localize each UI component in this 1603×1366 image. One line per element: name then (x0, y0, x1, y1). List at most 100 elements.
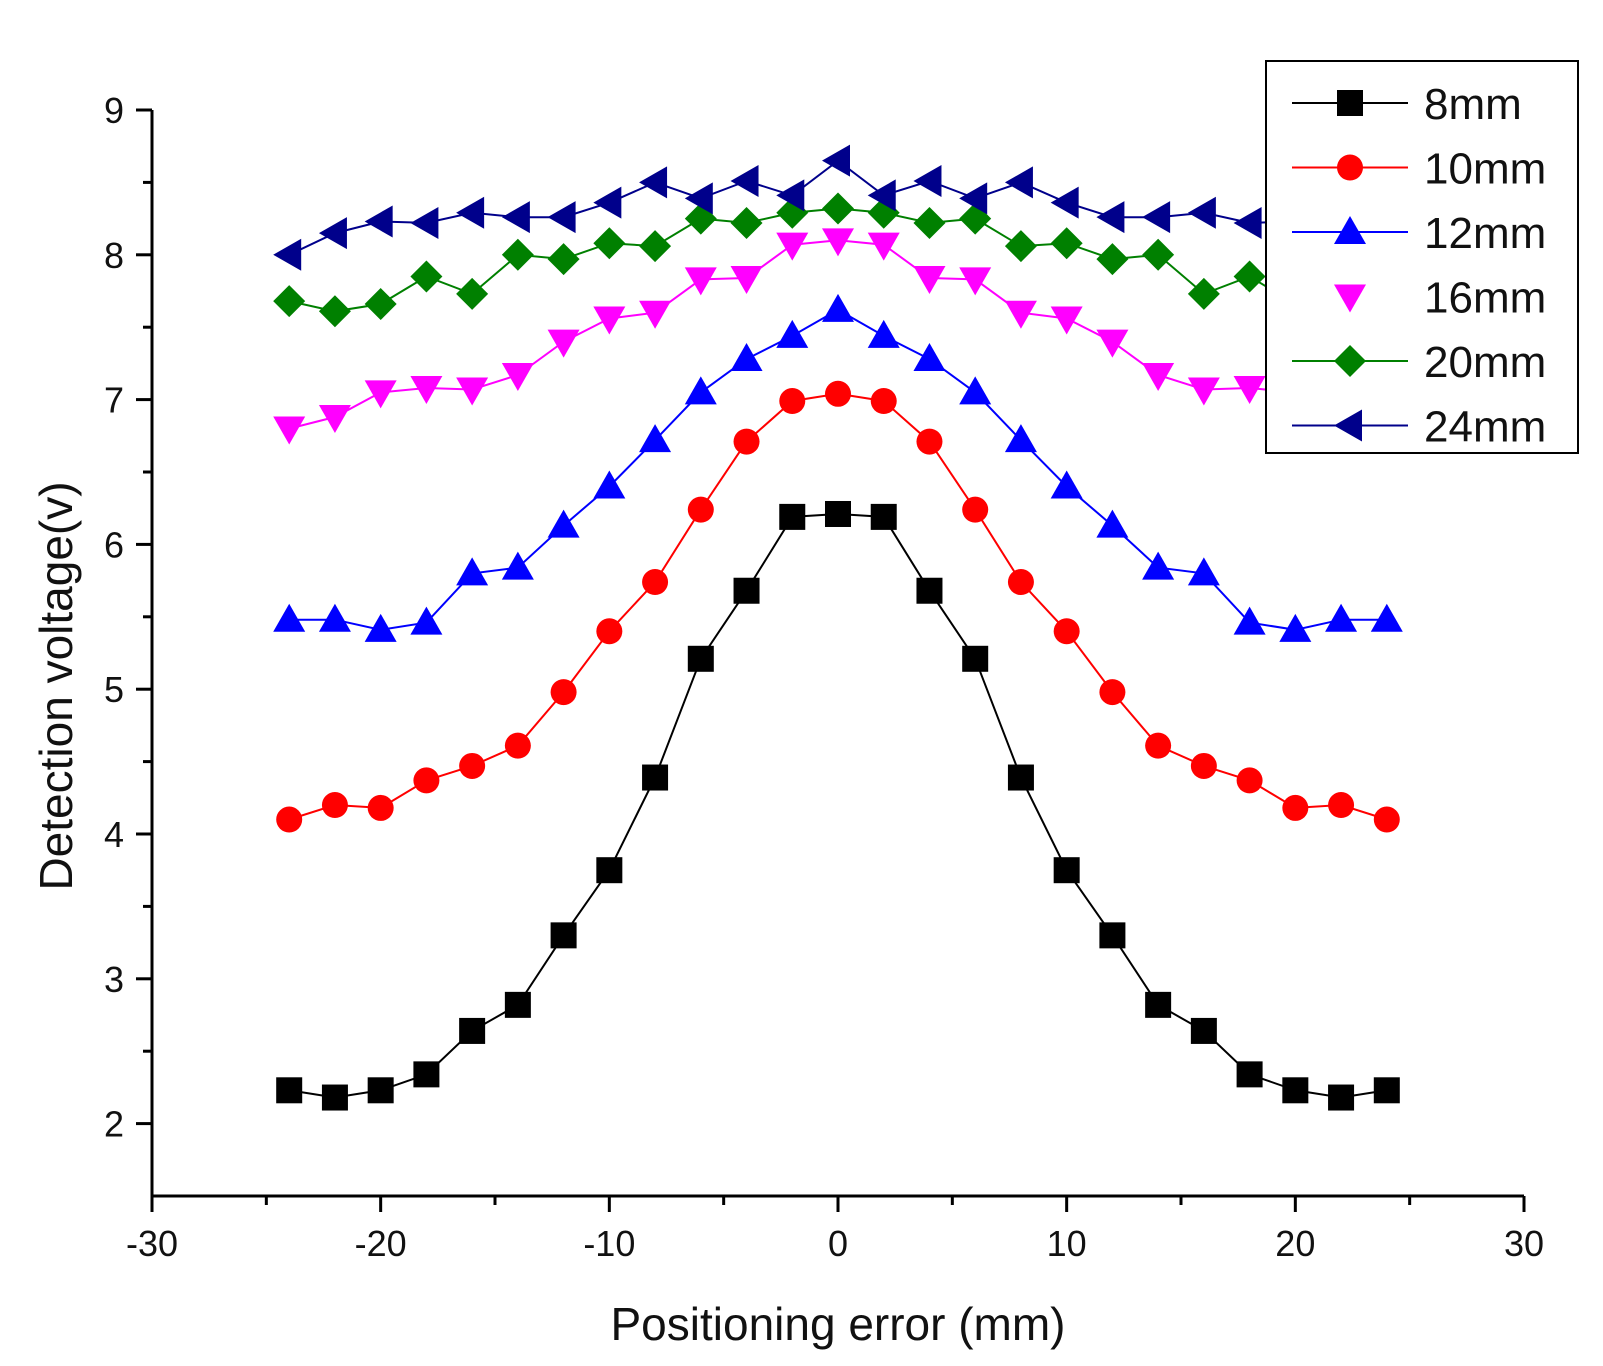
data-point-10mm (1236, 767, 1263, 794)
data-point-16mm (822, 228, 854, 257)
data-point-24mm (318, 217, 347, 250)
data-point-12mm (867, 319, 900, 348)
data-point-20mm (273, 285, 306, 318)
data-point-10mm (1373, 806, 1400, 833)
data-point-24mm (1004, 166, 1033, 199)
data-point-8mm (825, 500, 851, 527)
data-point-12mm (1370, 603, 1403, 632)
series-line-8mm (289, 512, 1387, 1099)
data-point-16mm (684, 267, 717, 296)
legend: 8mm 10mm 12mm 16mm 20mm 24mm (1265, 60, 1579, 454)
legend-marker (1337, 90, 1363, 116)
data-point-20mm (318, 295, 351, 328)
data-point-10mm (642, 569, 669, 596)
data-point-8mm (916, 577, 943, 604)
series-line-12mm (289, 308, 1387, 631)
x-tick-label: 10 (1047, 1223, 1087, 1264)
data-point-24mm (1187, 196, 1216, 229)
data-point-8mm (550, 922, 577, 949)
legend-marker (1334, 216, 1366, 244)
data-point-12mm (1187, 557, 1220, 586)
data-point-24mm (410, 206, 439, 239)
series-16mm (273, 228, 1403, 445)
series-line-10mm (288, 392, 1388, 821)
data-point-8mm (733, 577, 760, 604)
legend-item-16mm: 16mm (1334, 274, 1546, 323)
data-point-16mm (730, 265, 763, 294)
data-point-10mm (550, 679, 577, 706)
data-point-20mm (913, 206, 946, 239)
data-point-8mm (1236, 1061, 1263, 1088)
legend-item-12mm: 12mm (1292, 209, 1546, 258)
data-point-16mm (1096, 329, 1129, 358)
data-point-24mm (456, 196, 485, 229)
data-point-8mm (962, 645, 989, 672)
series-layer (273, 144, 1403, 1111)
data-point-16mm (364, 380, 397, 409)
series-12mm (273, 293, 1403, 642)
series-10mm (276, 380, 1400, 833)
data-point-10mm (962, 496, 989, 523)
data-point-16mm (1233, 376, 1266, 405)
data-point-8mm (1007, 764, 1034, 791)
data-point-8mm (1053, 857, 1080, 884)
data-point-10mm (596, 618, 623, 645)
data-point-12mm (959, 376, 992, 405)
data-point-16mm (1142, 362, 1175, 391)
data-point-24mm (867, 179, 896, 212)
data-point-12mm (456, 557, 489, 586)
series-8mm (276, 500, 1400, 1111)
data-point-20mm (1233, 260, 1266, 293)
y-tick-label: 2 (104, 1104, 124, 1145)
legend-label: 10mm (1424, 145, 1546, 194)
data-point-24mm (684, 182, 713, 215)
legend-marker (1334, 345, 1366, 377)
data-point-20mm (1050, 227, 1083, 260)
data-point-12mm (1325, 603, 1358, 632)
data-point-12mm (730, 343, 763, 372)
data-point-24mm (501, 201, 530, 234)
data-point-24mm (1096, 201, 1125, 234)
legend-label: 24mm (1424, 403, 1546, 452)
data-point-8mm (870, 503, 897, 530)
x-tick-label: -30 (126, 1223, 178, 1264)
data-point-24mm (364, 205, 393, 238)
legend-item-10mm: 10mm (1292, 145, 1546, 194)
data-point-20mm (501, 238, 534, 271)
legend-label: 12mm (1424, 209, 1546, 258)
data-point-12mm (273, 603, 306, 632)
legend-label: 20mm (1424, 338, 1546, 387)
data-point-24mm (639, 166, 668, 199)
data-point-10mm (825, 380, 851, 407)
data-point-12mm (776, 319, 809, 348)
legend-label: 8mm (1424, 80, 1522, 129)
data-point-20mm (639, 230, 672, 263)
y-tick-label: 8 (104, 235, 124, 276)
data-point-8mm (413, 1061, 440, 1088)
data-point-16mm (776, 232, 809, 261)
data-point-10mm (916, 428, 943, 455)
axes: -30 -20 -10 0 10 20 30 2 3 4 5 6 7 8 9 (104, 90, 1544, 1264)
data-point-10mm (321, 792, 348, 819)
data-point-16mm (1187, 377, 1220, 406)
data-point-8mm (1328, 1084, 1355, 1111)
data-point-8mm (596, 857, 623, 884)
data-point-8mm (321, 1084, 348, 1111)
data-point-16mm (501, 362, 534, 391)
data-point-12mm (1050, 470, 1083, 499)
data-point-12mm (913, 343, 946, 372)
data-point-20mm (364, 288, 397, 321)
y-tick-label: 4 (104, 814, 124, 855)
legend-marker (1334, 284, 1366, 313)
legend-label: 16mm (1424, 274, 1546, 323)
data-point-16mm (639, 300, 672, 329)
data-point-10mm (367, 794, 394, 821)
data-point-12mm (547, 509, 580, 538)
data-point-20mm (456, 277, 489, 310)
data-point-24mm (273, 238, 302, 271)
data-point-16mm (410, 376, 443, 405)
data-point-20mm (593, 227, 626, 260)
data-point-24mm (593, 186, 622, 219)
data-point-8mm (1190, 1017, 1217, 1044)
